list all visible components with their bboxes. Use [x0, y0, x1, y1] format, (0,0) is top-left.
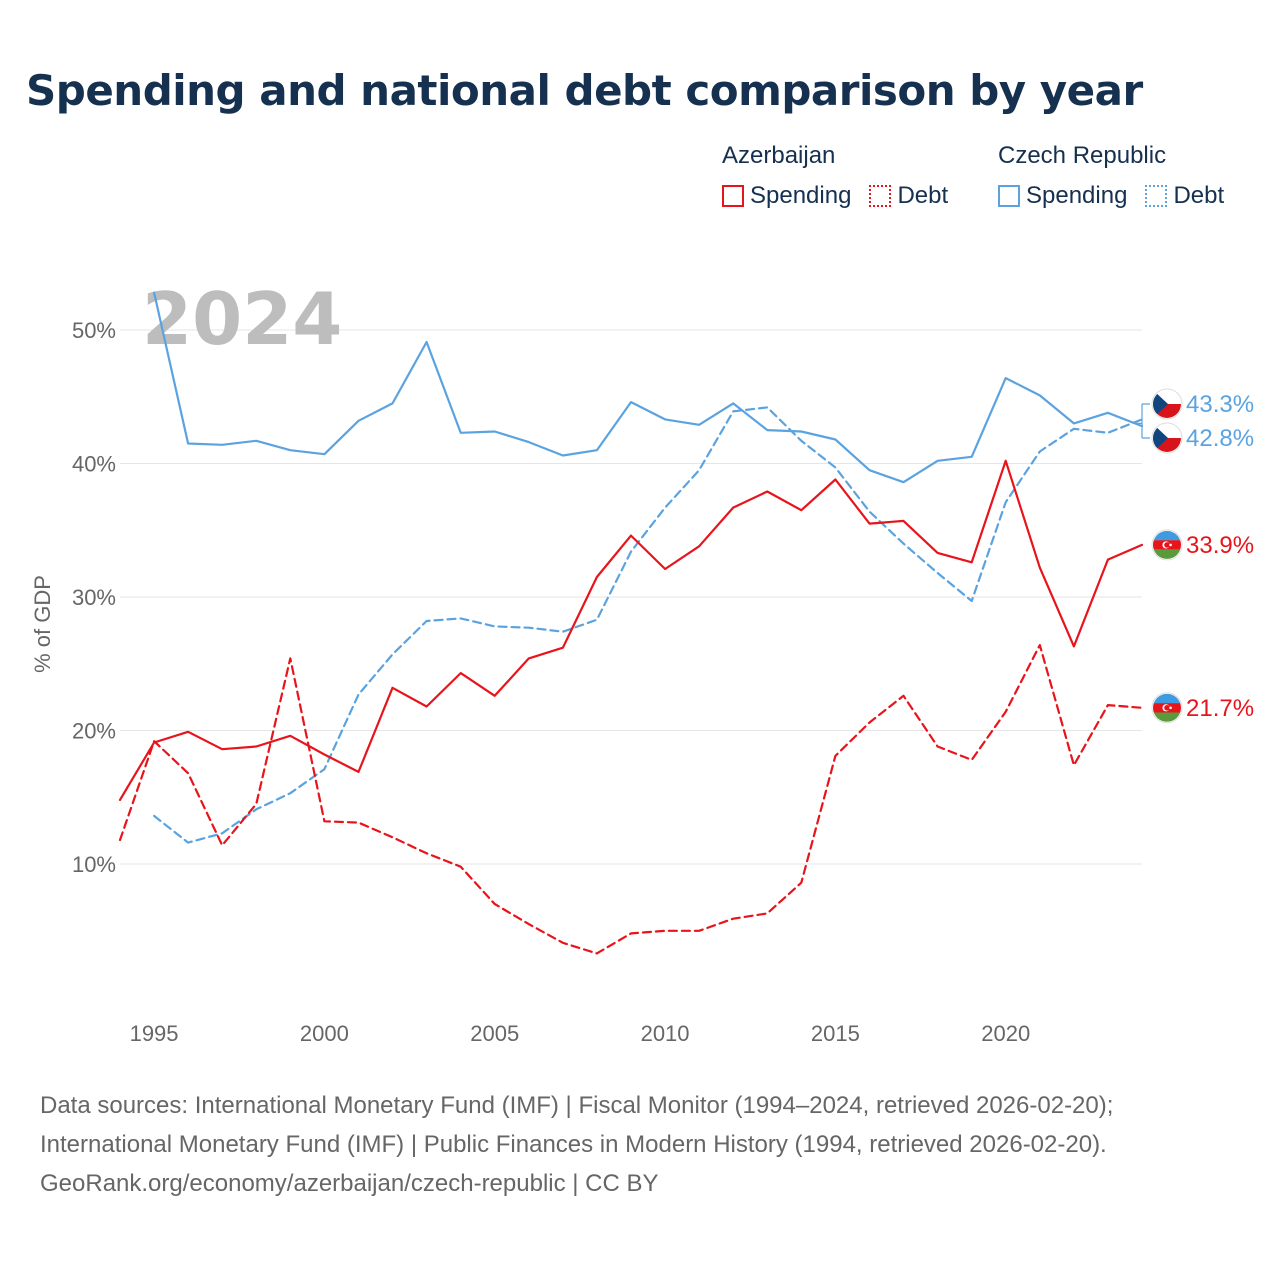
legend-swatch-solid [998, 185, 1020, 207]
y-tick-label: 40% [72, 452, 116, 477]
flag-blue-triangle [1153, 424, 1168, 452]
flag-star [1169, 543, 1172, 547]
series-line-czech-republic-debt [153, 406, 1144, 844]
year-watermark: 2024 [142, 277, 342, 361]
series-line-czech-republic-spending [153, 291, 1144, 484]
azerbaijan-flag-icon [1151, 529, 1183, 561]
czech-flag-icon [1151, 388, 1183, 420]
flag-body [1153, 390, 1181, 418]
x-tick-label: 2010 [641, 1021, 690, 1046]
legend-item-label: Spending [1026, 182, 1128, 209]
gridlines [120, 329, 1142, 865]
y-tick-label: 50% [72, 318, 116, 343]
footer-line: GeoRank.org/economy/azerbaijan/czech-rep… [40, 1170, 659, 1197]
flag-blue-band [1153, 530, 1181, 541]
y-tick-label: 20% [72, 719, 116, 744]
y-axis-ticks: 10% 20% 30% 40% 50% [72, 318, 116, 877]
chart-title: Spending and national debt comparison by… [26, 66, 1143, 115]
end-labels: 43.3% 42.8% 33.9% 21.7% [1134, 388, 1254, 724]
flag-crescent-cut [1164, 705, 1170, 711]
flag-crescent-cut [1164, 542, 1170, 548]
legend-swatch-dotted [869, 185, 892, 207]
flag-body [1153, 530, 1181, 559]
flag-green-band [1153, 549, 1181, 559]
x-axis-ticks: 1995 2000 2005 2010 2015 2020 [130, 1021, 1031, 1046]
legend-group-name: Czech Republic [998, 142, 1167, 169]
x-tick-label: 2015 [811, 1021, 860, 1046]
y-tick-label: 10% [72, 852, 116, 877]
footer-line: Data sources: International Monetary Fun… [40, 1092, 1114, 1119]
czech-flag-icon [1151, 422, 1183, 454]
x-tick-label: 2005 [470, 1021, 519, 1046]
flag-green-band [1153, 712, 1181, 722]
azerbaijan-flag-icon [1151, 692, 1183, 724]
legend-item-czech-debt[interactable]: Debt [1145, 182, 1224, 210]
y-tick-label: 30% [72, 585, 116, 610]
x-tick-label: 2000 [300, 1021, 349, 1046]
end-value-label: 21.7% [1186, 695, 1254, 722]
footer-line: International Monetary Fund (IMF) | Publ… [40, 1131, 1107, 1158]
x-tick-label: 2020 [981, 1021, 1030, 1046]
legend-item-azerbaijan-spending[interactable]: Spending [722, 182, 851, 210]
end-value-label: 42.8% [1186, 425, 1254, 452]
flag-star [1169, 706, 1172, 710]
end-value-label: 43.3% [1186, 391, 1254, 418]
legend-group-czech-republic: Czech Republic Spending Debt [998, 142, 1224, 210]
legend-group-name: Azerbaijan [722, 142, 836, 169]
legend-swatch-solid [722, 185, 744, 207]
flag-blue-band [1153, 693, 1181, 704]
y-axis-label: % of GDP [30, 575, 55, 673]
label-connector [1134, 403, 1150, 439]
footer-sources: Data sources: International Monetary Fun… [40, 1086, 1113, 1203]
flag-body [1153, 424, 1181, 452]
legend-item-label: Debt [897, 182, 949, 209]
legend-item-czech-spending[interactable]: Spending [998, 182, 1127, 210]
end-value-label: 33.9% [1186, 532, 1254, 559]
x-tick-label: 1995 [130, 1021, 179, 1046]
legend-swatch-dotted [1145, 185, 1168, 207]
chart-plot: 2024 % of GDP 10% 20% 30% 40% 50% 1995 2000 20… [30, 277, 1254, 1046]
series-line-azerbaijan-spending [118, 459, 1144, 802]
series-line-azerbaijan-debt [118, 643, 1144, 955]
legend-group-azerbaijan: Azerbaijan Spending Debt [722, 142, 948, 210]
flag-blue-triangle [1153, 390, 1168, 418]
legend-item-azerbaijan-debt[interactable]: Debt [869, 182, 948, 210]
series-lines [118, 291, 1144, 955]
flag-body [1153, 693, 1181, 722]
legend-item-label: Spending [750, 182, 852, 209]
legend-item-label: Debt [1173, 182, 1225, 209]
